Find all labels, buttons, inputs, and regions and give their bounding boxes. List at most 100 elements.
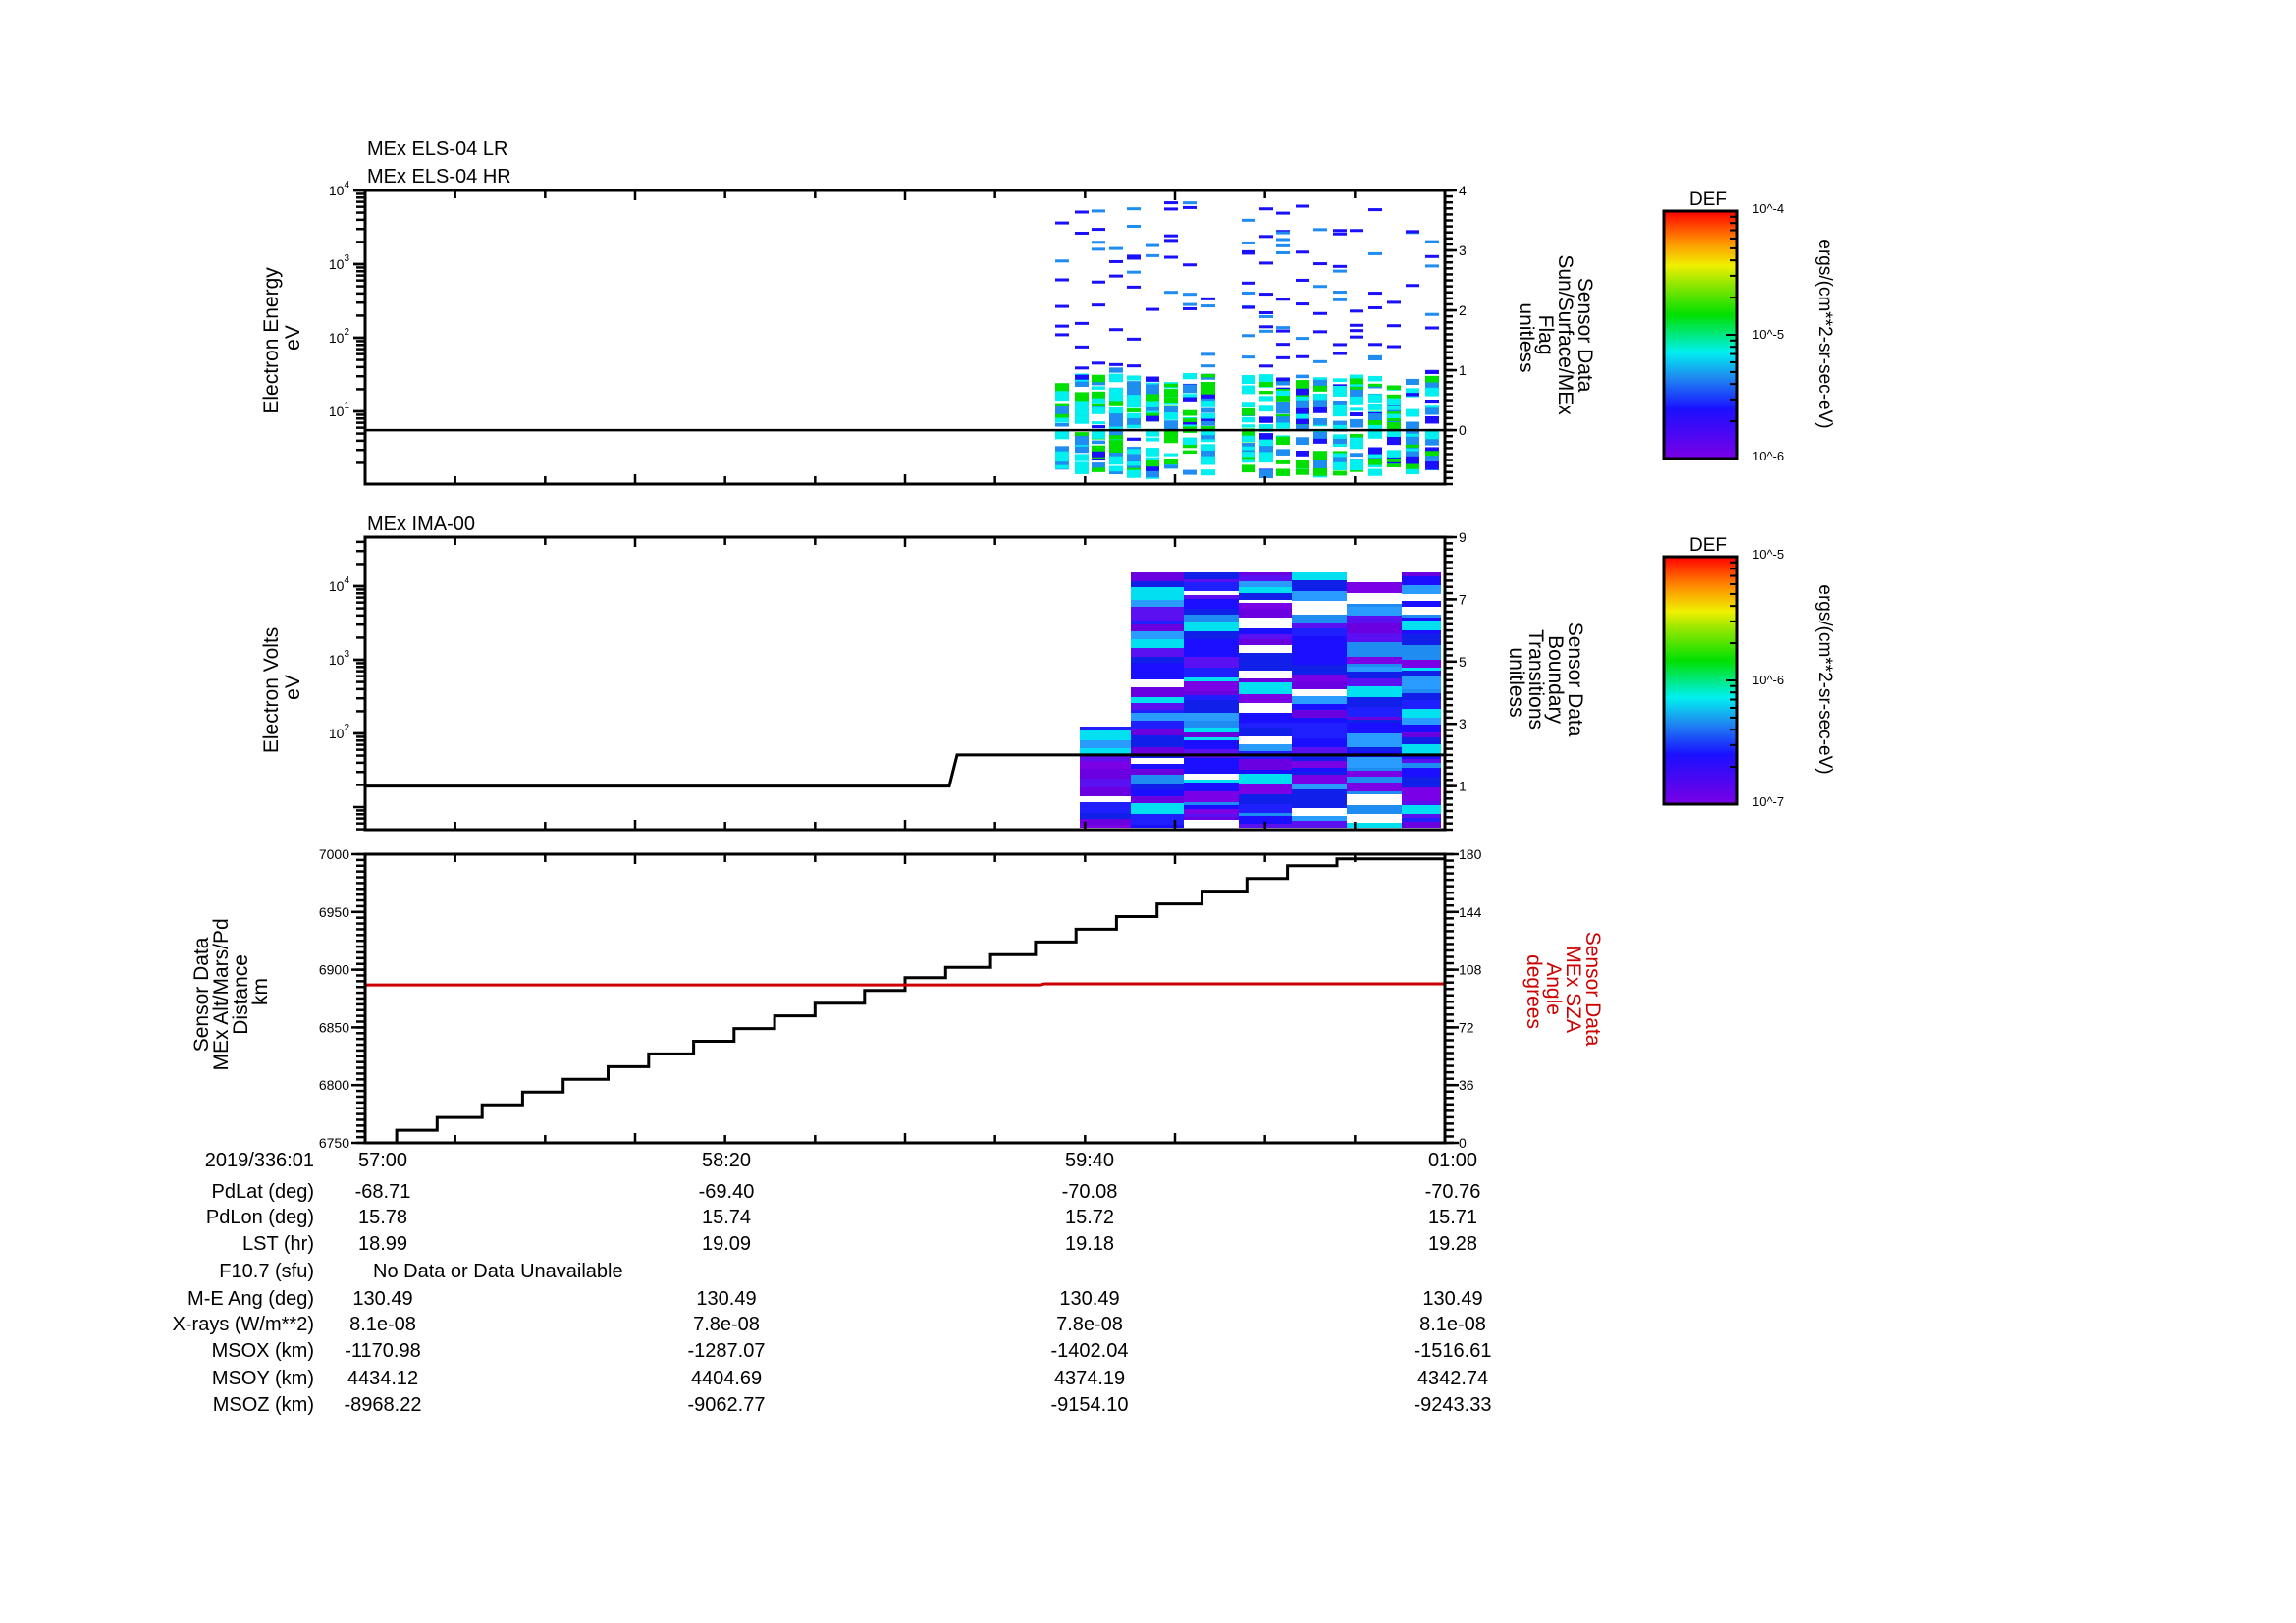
colorbar-mid: 10^-6 xyxy=(1752,673,1784,687)
info-value: 4404.69 xyxy=(690,1368,763,1389)
info-value: -9154.10 xyxy=(1050,1394,1129,1416)
svg-text:101: 101 xyxy=(329,401,350,419)
colorbar-label: DEF xyxy=(1689,535,1727,556)
altitude-ylabel: Sensor Data MEx Alt/Mars/Pd Distance km xyxy=(190,912,272,1070)
svg-text:6900: 6900 xyxy=(319,962,349,978)
info-value: 130.49 xyxy=(1059,1288,1120,1310)
info-row-label: X-rays (W/m**2) xyxy=(172,1314,314,1335)
time-tick: 01:00 xyxy=(1427,1150,1478,1171)
ima-spectrogram-panel: MEx IMA-00 102 103 104 1 3 5 7 9 Electron Volts… xyxy=(260,514,1586,832)
sza-y2label: Sensor Data MEx SZA Angle degrees xyxy=(1522,932,1604,1053)
svg-text:3: 3 xyxy=(1459,243,1467,258)
info-value: -1287.07 xyxy=(687,1340,766,1362)
ima-axes: 102 103 104 1 3 5 7 9 xyxy=(329,529,1467,832)
svg-text:103: 103 xyxy=(329,649,350,668)
info-value: -1170.98 xyxy=(345,1340,421,1362)
info-value: 15.74 xyxy=(701,1207,752,1228)
info-row-label: PdLon (deg) xyxy=(205,1207,314,1228)
info-value: 130.49 xyxy=(352,1288,413,1310)
svg-text:2: 2 xyxy=(1459,302,1467,318)
info-value: 4374.19 xyxy=(1053,1368,1126,1389)
svg-text:36: 36 xyxy=(1459,1077,1474,1093)
date-label: 2019/336:01 xyxy=(204,1150,314,1171)
colorbar-max: 10^-4 xyxy=(1752,201,1784,216)
svg-text:6950: 6950 xyxy=(319,904,349,920)
svg-text:108: 108 xyxy=(1459,962,1482,978)
info-row-label: F10.7 (sfu) xyxy=(219,1261,314,1282)
info-value: -9243.33 xyxy=(1414,1394,1492,1416)
svg-text:102: 102 xyxy=(329,723,350,741)
svg-text:72: 72 xyxy=(1459,1019,1474,1035)
els-ylabel: Electron Energy eV xyxy=(260,261,304,413)
info-value: 18.99 xyxy=(357,1233,408,1255)
els-y2label: Sensor Data Sun/Surface/MEx Flag unitles… xyxy=(1515,254,1596,420)
svg-text:144: 144 xyxy=(1459,904,1482,920)
colorbar-min: 10^-7 xyxy=(1752,794,1784,809)
info-value: -70.76 xyxy=(1424,1181,1481,1203)
info-value: 15.72 xyxy=(1064,1207,1115,1228)
svg-text:104: 104 xyxy=(329,575,350,594)
info-value: 4434.12 xyxy=(347,1368,419,1389)
boundary-line xyxy=(365,753,1445,788)
colorbar-mid: 10^-5 xyxy=(1752,327,1784,342)
colorbar-max: 10^-5 xyxy=(1752,547,1784,562)
info-value: -69.40 xyxy=(698,1181,755,1203)
info-row-label: MSOZ (km) xyxy=(212,1394,314,1416)
time-tick: 58:20 xyxy=(701,1150,752,1171)
altitude-sza-panel: 6750 6800 6850 6900 6950 7000 0 36 72 108 144 180 S… xyxy=(190,846,1604,1151)
svg-text:6750: 6750 xyxy=(319,1135,349,1151)
colorbar-ima: DEF 10^-5 10^-6 10^-7 ergs/(cm**2-sr-sec… xyxy=(1662,535,1835,809)
info-value: -1402.04 xyxy=(1050,1340,1129,1362)
info-value: 15.78 xyxy=(357,1207,408,1228)
svg-text:6850: 6850 xyxy=(319,1019,349,1035)
info-row-label: LST (hr) xyxy=(242,1233,314,1255)
colorbar-units: ergs/(cm**2-sr-sec-eV) xyxy=(1814,584,1835,774)
info-value: -9062.77 xyxy=(687,1394,766,1416)
info-value: -8968.22 xyxy=(344,1394,422,1416)
info-value: 19.28 xyxy=(1427,1233,1478,1255)
altitude-axes: 6750 6800 6850 6900 6950 7000 0 36 72 108 144 180 xyxy=(319,846,1482,1151)
panel-title-els-hr: MEx ELS-04 HR xyxy=(367,166,511,188)
svg-text:6800: 6800 xyxy=(319,1077,349,1093)
svg-text:0: 0 xyxy=(1459,1135,1467,1151)
svg-text:7: 7 xyxy=(1459,591,1467,607)
time-tick: 59:40 xyxy=(1064,1150,1115,1171)
info-row-label: PdLat (deg) xyxy=(211,1181,314,1203)
info-value: 19.18 xyxy=(1064,1233,1115,1255)
info-value: 8.1e-08 xyxy=(349,1314,416,1335)
info-value: -70.08 xyxy=(1061,1181,1118,1203)
ima-heatmap xyxy=(1080,572,1441,828)
svg-text:180: 180 xyxy=(1459,846,1482,862)
colorbar-units: ergs/(cm**2-sr-sec-eV) xyxy=(1814,239,1835,428)
info-row-label: M-E Ang (deg) xyxy=(187,1288,314,1310)
info-value: -1516.61 xyxy=(1414,1340,1492,1362)
info-value: 7.8e-08 xyxy=(1056,1314,1123,1335)
els-heatmap xyxy=(1055,201,1439,479)
altitude-sza-lines xyxy=(365,857,1445,1145)
colorbar-els: DEF 10^-4 10^-5 10^-6 ergs/(cm**2-sr-sec… xyxy=(1662,189,1835,463)
info-note: No Data or Data Unavailable xyxy=(373,1261,623,1282)
svg-text:5: 5 xyxy=(1459,654,1467,670)
svg-text:9: 9 xyxy=(1459,529,1467,545)
svg-text:104: 104 xyxy=(329,180,350,198)
panel-title-els-lr: MEx ELS-04 LR xyxy=(367,138,507,160)
colorbar-label: DEF xyxy=(1689,189,1727,210)
svg-text:0: 0 xyxy=(1459,422,1467,438)
info-row-label: MSOY (km) xyxy=(211,1368,314,1389)
ima-y2label: Sensor Data Boundary Transitions unitles… xyxy=(1505,622,1586,743)
svg-text:103: 103 xyxy=(329,253,350,272)
svg-text:1: 1 xyxy=(1459,362,1467,378)
panel-title-ima: MEx IMA-00 xyxy=(367,514,475,535)
info-value: 130.49 xyxy=(1422,1288,1483,1310)
info-value: 130.49 xyxy=(696,1288,757,1310)
svg-text:4: 4 xyxy=(1459,183,1467,198)
colorbar-min: 10^-6 xyxy=(1752,449,1784,463)
els-spectrogram-panel: MEx ELS-04 LR MEx ELS-04 HR 101102103104… xyxy=(260,138,1596,486)
info-row-label: MSOX (km) xyxy=(211,1340,314,1362)
svg-text:3: 3 xyxy=(1459,716,1467,731)
ima-ylabel: Electron Volts eV xyxy=(260,622,304,753)
svg-text:102: 102 xyxy=(329,327,350,346)
svg-text:7000: 7000 xyxy=(319,846,349,862)
time-tick: 57:00 xyxy=(357,1150,408,1171)
